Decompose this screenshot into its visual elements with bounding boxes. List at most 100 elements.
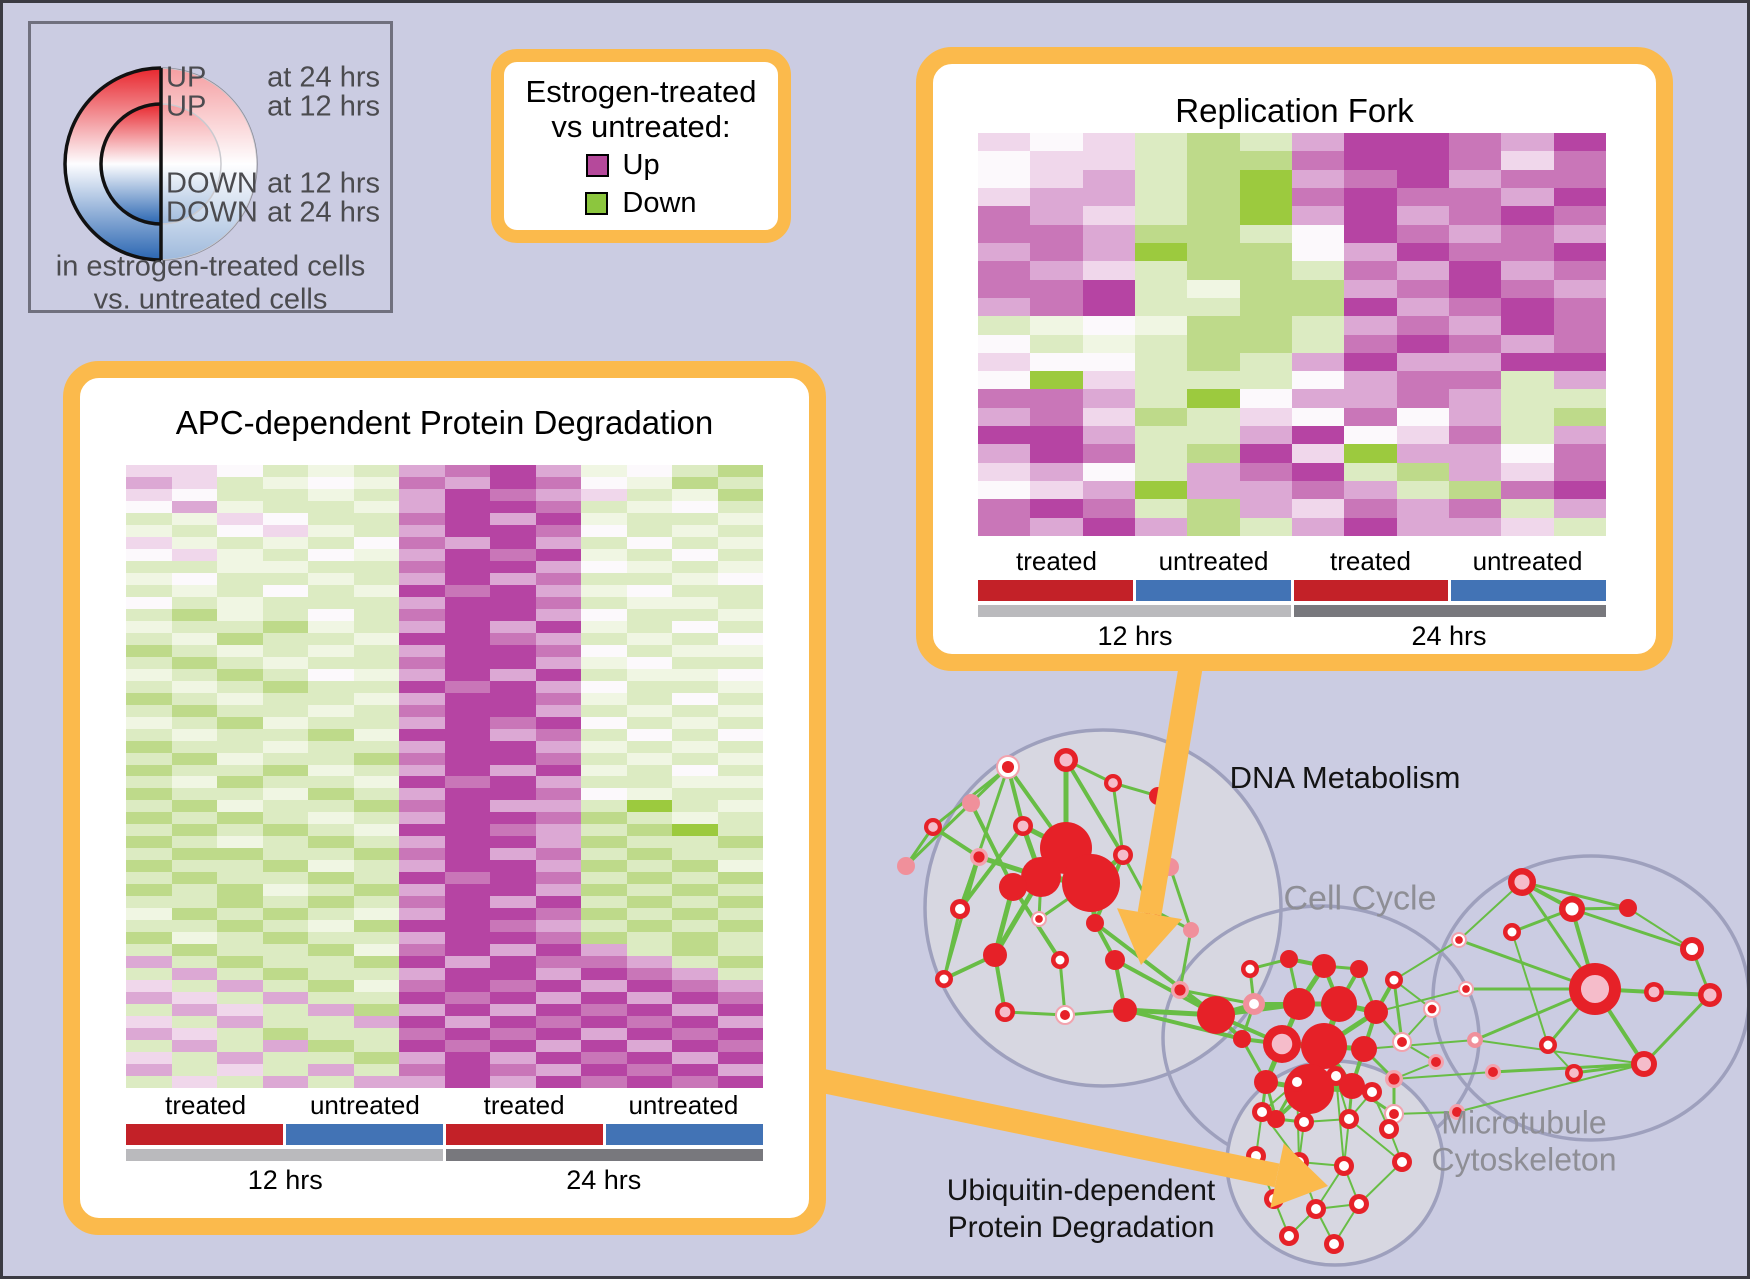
heatmap-cell [262,524,308,537]
heatmap-cell [581,800,627,813]
heatmap-cell [626,944,672,957]
network-edge [1393,1071,1494,1080]
heatmap-cell [126,1028,172,1041]
heatmap-cell [978,499,1031,518]
heatmap-cell [262,788,308,801]
heatmap-cell [444,932,490,945]
heatmap-cell [171,656,217,669]
heatmap-cell [717,740,763,753]
heatmap-cell [581,920,627,933]
heatmap-cell [672,944,718,957]
heatmap-cell [308,488,354,501]
heatmap-cell [1448,462,1502,482]
heatmap-cell [1134,462,1188,482]
network-edge [1570,908,1597,990]
heatmap-cell [217,872,263,885]
heatmap-cell [626,1040,672,1053]
heatmap-cell [1553,389,1606,408]
heatmap-cell [672,1076,718,1088]
network-edge [1547,1044,1575,1074]
heatmap-cell [672,908,718,921]
heatmap-cell [126,668,172,681]
heatmap-cell [1134,426,1188,445]
heatmap-cell [444,656,490,669]
network-node [939,974,949,984]
network-node [1431,1057,1441,1067]
heatmap-cell [490,488,536,501]
heatmap-cell [444,572,490,585]
heatmap-cell [262,644,308,657]
network-node [1503,923,1521,941]
heatmap-cell [1134,517,1188,536]
heatmap-cell [717,932,763,945]
up-color-swatch [585,154,609,177]
heatmap-cell [171,548,217,561]
heatmap-cell [353,836,399,849]
heatmap-cell [626,596,672,609]
heatmap-cell [262,608,308,621]
heatmap-cell [126,596,172,609]
heatmap-cell [353,608,399,621]
heatmap-cell [535,848,581,861]
network-edge [1338,1001,1377,1015]
heatmap-cell [1501,206,1554,225]
heatmap-cell [490,1004,536,1017]
heatmap-cell [126,872,172,885]
heatmap-cell [490,776,536,789]
network-node [1329,1239,1339,1249]
network-node [897,857,915,875]
heatmap-cell [1082,187,1135,207]
heatmap-cell [1553,224,1606,243]
heatmap-cell [353,968,399,981]
heatmap-cell [1553,352,1606,372]
network-edge [1093,922,1117,961]
heatmap-cell [1344,206,1397,225]
heatmap-cell [171,860,217,873]
heatmap-cell [399,740,445,753]
heatmap-cell [399,656,445,669]
heatmap-cell [672,524,718,537]
heatmap-cell [353,812,399,825]
network-edge [904,801,973,868]
heatmap-cell [535,500,581,513]
heatmap-cell [1082,206,1135,225]
heatmap-cell [399,932,445,945]
heatmap-cell [171,968,217,981]
heatmap-cell [308,812,354,825]
heatmap-cell [262,692,308,705]
heatmap-cell [672,896,718,909]
heatmap-cell [717,1076,763,1088]
heatmap-cell [171,704,217,717]
heatmap-cell [535,476,581,489]
heatmap-cell [672,788,718,801]
heatmap-cell [444,668,490,681]
heatmap-cell [353,1040,399,1053]
heatmap-cell [171,920,217,933]
network-node [1698,983,1722,1007]
heatmap-cell [399,800,445,813]
heatmap-cell [1396,426,1449,445]
heatmap-cell [353,524,399,537]
heatmap-cell [672,836,718,849]
heatmap-cell [626,812,672,825]
heatmap-cell [1082,133,1135,152]
heatmap-cell [399,716,445,729]
heatmap-cell [717,716,763,729]
heatmap-cell [171,836,217,849]
heatmap-cell [171,1076,217,1088]
heatmap-cell [262,992,308,1005]
heatmap-cell [217,500,263,513]
heatmap-cell [717,644,763,657]
heatmap-cell [1030,426,1083,445]
network-edge [1063,846,1094,885]
heatmap-cell [1134,316,1188,335]
heatmap-cell [262,572,308,585]
heatmap-cell [1344,499,1397,518]
group-label-treated-24: treated [483,1090,565,1120]
network-edge [969,765,1010,805]
network-edge [1124,1007,1217,1018]
heatmap-cell [672,1016,718,1029]
heatmap-cell [672,1040,718,1053]
network-node [1257,1107,1267,1117]
network-edge [1240,1003,1256,1040]
